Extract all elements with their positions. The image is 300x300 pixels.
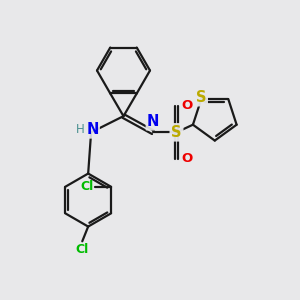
Text: O: O: [182, 99, 193, 112]
Text: N: N: [86, 122, 99, 137]
Text: S: S: [171, 125, 182, 140]
Text: H: H: [76, 124, 85, 136]
Text: O: O: [182, 152, 193, 165]
Text: N: N: [147, 114, 159, 129]
Text: Cl: Cl: [80, 180, 93, 193]
Text: Cl: Cl: [76, 243, 89, 256]
Text: S: S: [196, 90, 206, 105]
